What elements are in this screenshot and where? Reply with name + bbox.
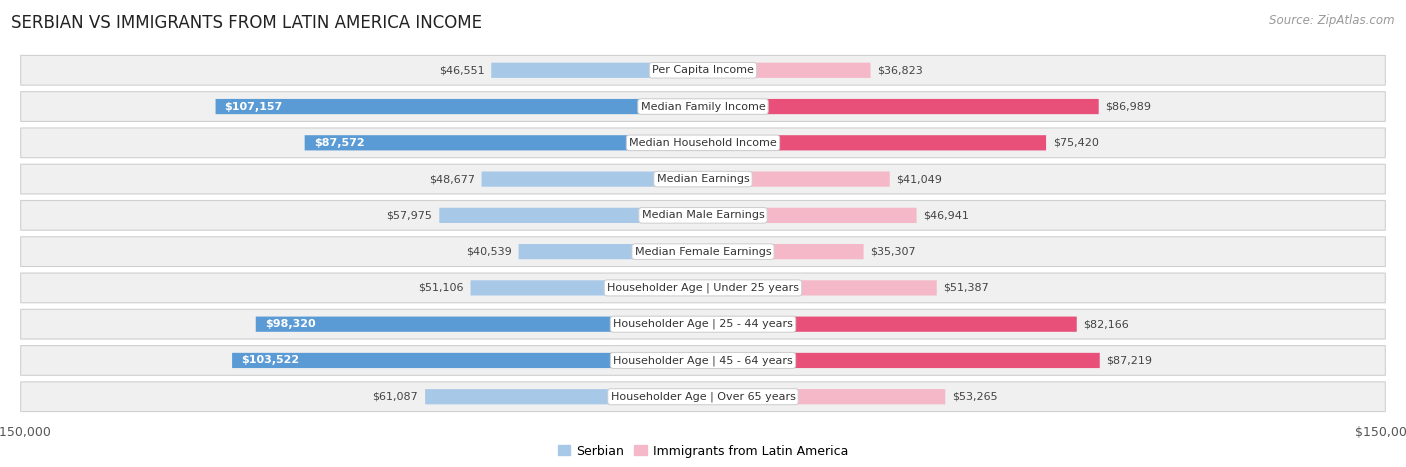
Text: Per Capita Income: Per Capita Income (652, 65, 754, 75)
FancyBboxPatch shape (21, 382, 1385, 411)
FancyBboxPatch shape (21, 309, 1385, 339)
Text: $82,166: $82,166 (1084, 319, 1129, 329)
Text: $87,572: $87,572 (314, 138, 364, 148)
FancyBboxPatch shape (425, 389, 703, 404)
FancyBboxPatch shape (21, 237, 1385, 267)
Text: $57,975: $57,975 (387, 210, 433, 220)
FancyBboxPatch shape (703, 353, 1099, 368)
Text: Median Male Earnings: Median Male Earnings (641, 210, 765, 220)
FancyBboxPatch shape (21, 92, 1385, 121)
FancyBboxPatch shape (439, 208, 703, 223)
FancyBboxPatch shape (482, 171, 703, 187)
FancyBboxPatch shape (471, 280, 703, 296)
Text: $107,157: $107,157 (225, 101, 283, 112)
Text: $53,265: $53,265 (952, 392, 998, 402)
FancyBboxPatch shape (21, 273, 1385, 303)
Text: Median Household Income: Median Household Income (628, 138, 778, 148)
FancyBboxPatch shape (703, 317, 1077, 332)
FancyBboxPatch shape (703, 280, 936, 296)
Text: $35,307: $35,307 (870, 247, 917, 257)
Text: Householder Age | Under 25 years: Householder Age | Under 25 years (607, 283, 799, 293)
Legend: Serbian, Immigrants from Latin America: Serbian, Immigrants from Latin America (553, 439, 853, 463)
FancyBboxPatch shape (703, 99, 1098, 114)
Text: Source: ZipAtlas.com: Source: ZipAtlas.com (1270, 14, 1395, 27)
Text: $98,320: $98,320 (264, 319, 315, 329)
Text: Householder Age | 25 - 44 years: Householder Age | 25 - 44 years (613, 319, 793, 329)
FancyBboxPatch shape (491, 63, 703, 78)
Text: $40,539: $40,539 (465, 247, 512, 257)
Text: $61,087: $61,087 (373, 392, 419, 402)
FancyBboxPatch shape (703, 171, 890, 187)
Text: $86,989: $86,989 (1105, 101, 1152, 112)
FancyBboxPatch shape (305, 135, 703, 150)
FancyBboxPatch shape (215, 99, 703, 114)
FancyBboxPatch shape (703, 244, 863, 259)
FancyBboxPatch shape (703, 135, 1046, 150)
FancyBboxPatch shape (232, 353, 703, 368)
FancyBboxPatch shape (519, 244, 703, 259)
FancyBboxPatch shape (703, 208, 917, 223)
Text: $48,677: $48,677 (429, 174, 475, 184)
Text: Median Earnings: Median Earnings (657, 174, 749, 184)
FancyBboxPatch shape (21, 164, 1385, 194)
Text: $46,551: $46,551 (439, 65, 485, 75)
FancyBboxPatch shape (21, 346, 1385, 375)
Text: $87,219: $87,219 (1107, 355, 1153, 366)
FancyBboxPatch shape (21, 128, 1385, 158)
Text: Median Family Income: Median Family Income (641, 101, 765, 112)
FancyBboxPatch shape (256, 317, 703, 332)
Text: SERBIAN VS IMMIGRANTS FROM LATIN AMERICA INCOME: SERBIAN VS IMMIGRANTS FROM LATIN AMERICA… (11, 14, 482, 32)
Text: Householder Age | Over 65 years: Householder Age | Over 65 years (610, 391, 796, 402)
Text: $51,387: $51,387 (943, 283, 990, 293)
Text: $46,941: $46,941 (924, 210, 969, 220)
Text: Median Female Earnings: Median Female Earnings (634, 247, 772, 257)
FancyBboxPatch shape (703, 63, 870, 78)
Text: $75,420: $75,420 (1053, 138, 1098, 148)
Text: $103,522: $103,522 (242, 355, 299, 366)
Text: Householder Age | 45 - 64 years: Householder Age | 45 - 64 years (613, 355, 793, 366)
FancyBboxPatch shape (703, 389, 945, 404)
FancyBboxPatch shape (21, 200, 1385, 230)
FancyBboxPatch shape (21, 56, 1385, 85)
Text: $41,049: $41,049 (897, 174, 942, 184)
Text: $36,823: $36,823 (877, 65, 924, 75)
Text: $51,106: $51,106 (418, 283, 464, 293)
